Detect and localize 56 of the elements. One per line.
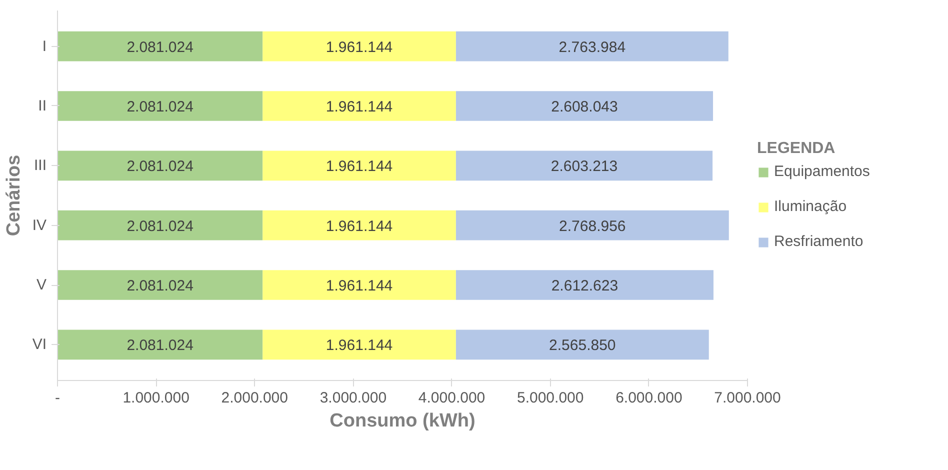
bar: [262, 270, 456, 300]
legend-label: Resfriamento: [774, 233, 864, 250]
y-tick-label: III: [34, 157, 47, 174]
bar: [456, 150, 713, 181]
bar: [456, 210, 729, 240]
bar: [58, 91, 263, 121]
x-tick-label: 1.000.000: [122, 390, 190, 406]
bar: [262, 210, 456, 240]
bar: [262, 150, 456, 181]
y-tick-label: V: [36, 276, 47, 294]
data-label: 1.961.144: [326, 278, 393, 295]
bar: [58, 150, 263, 181]
data-label: 1.961.144: [326, 38, 393, 56]
bar: [58, 210, 263, 240]
bar: [456, 330, 709, 360]
x-axis-title: Consumo (kWh): [330, 410, 476, 432]
bar: [262, 330, 456, 360]
x-tick-label: 5.000.000: [516, 390, 584, 406]
bar: [262, 31, 456, 62]
legend-label: Equipamentos: [774, 163, 870, 180]
bar: [456, 270, 714, 300]
x-tick-label: 2.000.000: [221, 390, 288, 406]
data-label: 2.081.024: [126, 158, 194, 176]
data-label: 2.081.024: [126, 337, 194, 354]
data-label: 2.612.623: [551, 278, 618, 295]
x-tick-label: 6.000.000: [616, 390, 682, 406]
bar: [58, 270, 263, 300]
x-tick-label: 4.000.000: [418, 390, 486, 406]
data-label: 2.081.024: [126, 38, 194, 56]
data-label: 2.603.213: [550, 158, 618, 176]
bar: [456, 91, 714, 121]
x-tick-label: 3.000.000: [320, 390, 387, 406]
data-label: 1.961.144: [326, 158, 393, 176]
bar: [456, 31, 728, 62]
y-axis-title: Cenários: [3, 154, 24, 236]
data-label: 2.565.850: [549, 337, 616, 354]
data-label: 2.608.043: [551, 98, 618, 116]
data-label: 2.081.024: [126, 98, 194, 116]
data-label: 1.961.144: [326, 218, 393, 235]
legend-label: Iluminação: [774, 198, 847, 215]
data-label: 2.081.024: [126, 218, 194, 235]
y-tick-label: I: [42, 38, 47, 55]
data-label: 2.763.984: [558, 38, 626, 56]
y-tick-label: II: [38, 97, 47, 114]
data-label: 2.768.956: [559, 218, 626, 235]
x-tick-label: -: [55, 390, 60, 406]
legend-title: LEGENDA: [757, 140, 836, 158]
data-label: 1.961.144: [326, 337, 393, 354]
bar: [262, 91, 456, 121]
x-tick-label: 7.000.000: [714, 390, 781, 406]
y-tick-label: IV: [32, 216, 47, 234]
data-label: 1.961.144: [326, 98, 393, 116]
y-tick-label: VI: [32, 336, 47, 354]
data-label: 2.081.024: [126, 278, 194, 295]
bar: [58, 31, 263, 62]
bar: [58, 330, 263, 360]
